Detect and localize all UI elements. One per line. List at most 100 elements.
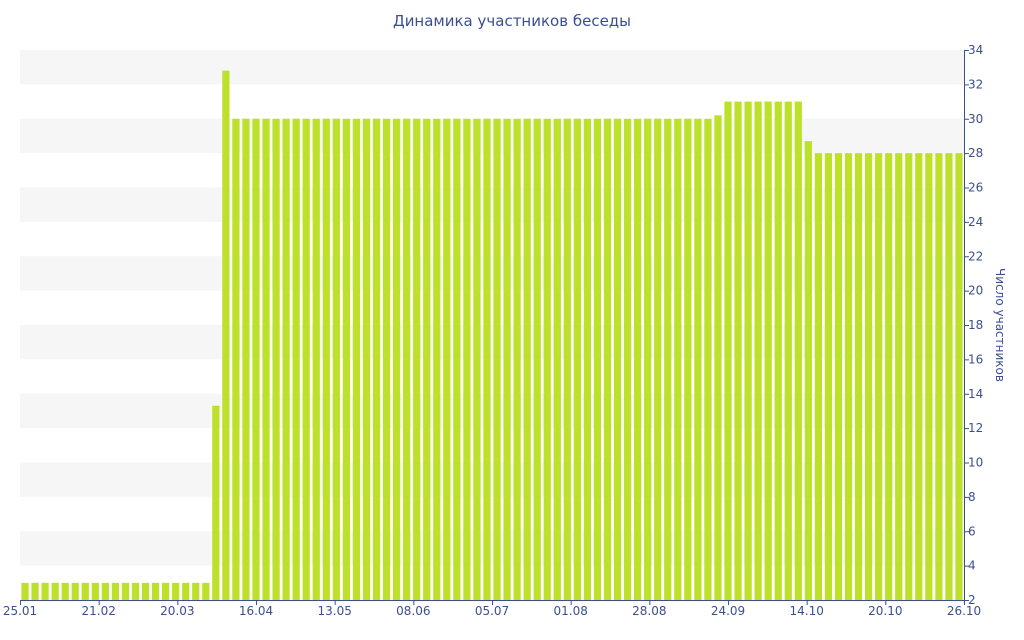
y-tick-label: 18 [968, 318, 983, 332]
y-tick-label: 28 [968, 146, 983, 160]
bar [332, 118, 340, 600]
bar [854, 153, 863, 601]
bar [905, 153, 913, 601]
bar [513, 118, 521, 600]
bar [875, 153, 883, 601]
bar [352, 118, 361, 600]
bar [925, 153, 933, 601]
bar [533, 118, 541, 600]
grid-band [20, 531, 964, 566]
y-tick-label: 34 [968, 43, 983, 57]
bar [202, 582, 210, 600]
y-tick-label: 24 [968, 215, 983, 229]
bar [121, 582, 130, 600]
bar [714, 115, 722, 600]
bar [362, 118, 371, 600]
bar [563, 118, 571, 600]
bar [915, 153, 923, 601]
bar [593, 118, 602, 600]
bar [322, 118, 330, 600]
bar [282, 118, 290, 600]
y-tick-label: 10 [968, 456, 983, 470]
bar [834, 153, 843, 601]
grid-band [20, 187, 964, 222]
bar [413, 118, 421, 600]
bar [503, 118, 511, 600]
bar [885, 153, 893, 601]
bar [151, 582, 160, 600]
bar [473, 118, 481, 600]
bar [573, 118, 581, 600]
bar [623, 118, 632, 600]
y-tick-label: 14 [968, 387, 983, 401]
bar [392, 118, 401, 600]
x-tick-label: 21.02 [81, 604, 115, 618]
x-tick-label: 13.05 [317, 604, 351, 618]
y-tick-label: 8 [968, 490, 976, 504]
bar [403, 118, 411, 600]
bar [654, 118, 662, 600]
bar [664, 118, 672, 600]
y-tick-label: 22 [968, 249, 983, 263]
bar [583, 118, 592, 600]
bar [51, 582, 59, 600]
bar [864, 153, 873, 601]
bar [91, 582, 99, 600]
x-tick-label: 24.09 [711, 604, 745, 618]
bar [945, 153, 953, 601]
bar [182, 582, 190, 600]
y-tick-label: 2 [968, 593, 976, 607]
bar [262, 118, 270, 600]
bar [212, 405, 220, 600]
bar [804, 141, 812, 600]
bar [81, 582, 89, 600]
bar [372, 118, 381, 600]
y-tick-label: 32 [968, 77, 983, 91]
bar [764, 101, 772, 600]
x-tick-label: 08.06 [396, 604, 430, 618]
x-tick-labels: 25.01 21.02 20.03 16.04 13.05 08.06 05.07 01.08… [3, 604, 981, 618]
bar [744, 101, 752, 600]
bar [101, 582, 109, 600]
grid-band [20, 462, 964, 497]
bar [302, 118, 310, 600]
bar [41, 582, 49, 600]
bar [31, 582, 39, 600]
x-tick-label: 20.03 [160, 604, 194, 618]
chart-title: Динамика участников беседы [392, 12, 632, 30]
y-axis-title: Число участников [993, 268, 1007, 382]
grid-band [20, 325, 964, 360]
x-tick-label: 28.08 [632, 604, 666, 618]
bar [312, 118, 320, 600]
bars [21, 70, 963, 601]
bar [141, 582, 150, 600]
bar [603, 118, 612, 600]
bar [463, 118, 471, 600]
bar [634, 118, 642, 600]
y-tick-label: 30 [968, 112, 983, 126]
bar [483, 118, 491, 600]
bar [382, 118, 391, 600]
x-tick-label: 05.07 [475, 604, 509, 618]
grid-band [20, 50, 964, 85]
bar [955, 153, 963, 601]
bar [895, 153, 903, 601]
bar [704, 118, 712, 600]
y-tick-label: 4 [968, 559, 976, 573]
bar [814, 153, 822, 601]
bar [111, 582, 120, 600]
bar [674, 118, 682, 600]
bar [844, 153, 853, 601]
bar [774, 101, 782, 600]
bar [433, 118, 441, 600]
x-tick-label: 14.10 [789, 604, 823, 618]
bar [292, 118, 300, 600]
y-tick-label: 12 [968, 421, 983, 435]
grid-band [20, 118, 964, 154]
y-tick-label: 20 [968, 284, 983, 298]
bar [423, 118, 431, 600]
bar [242, 118, 250, 600]
bar [684, 118, 692, 600]
